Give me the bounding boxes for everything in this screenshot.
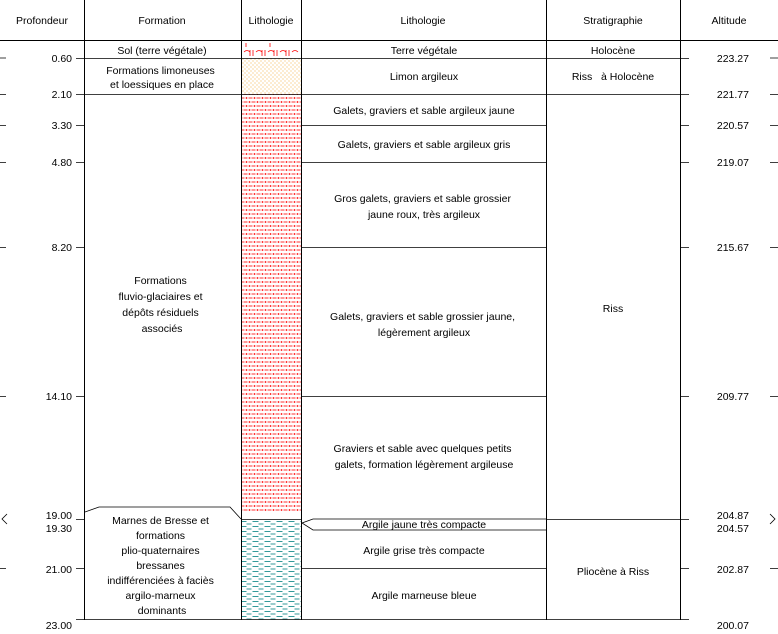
lithology-boundaries bbox=[301, 58, 546, 620]
lithology-desc: Galets, graviers et sable argileux gris bbox=[338, 139, 511, 151]
stratigraphy-riss-holocene: Riss à Holocène bbox=[572, 71, 654, 83]
altitude-label: 219.07 bbox=[717, 157, 749, 169]
depth-label: 23.00 bbox=[46, 620, 72, 632]
altitude-label: 220.57 bbox=[717, 120, 749, 132]
depth-label: 21.00 bbox=[46, 564, 72, 576]
lithology-desc: Gros galets, graviers et sable grossier … bbox=[334, 193, 514, 221]
stratigraphy-texts: Holocène Riss à Holocène Riss Pliocène à… bbox=[572, 45, 654, 578]
lithology-desc: Argile jaune très compacte bbox=[362, 519, 486, 531]
lithology-desc: Galets, graviers et sable argileux jaune bbox=[333, 105, 515, 117]
depth-label: 19.30 bbox=[46, 523, 72, 535]
lithology-desc: Graviers et sable avec quelques petits g… bbox=[334, 443, 515, 471]
depth-label: 8.20 bbox=[52, 242, 73, 254]
altitude-ticks bbox=[681, 57, 778, 620]
stratigraphy-boundaries bbox=[547, 58, 680, 620]
altitude-label: 204.57 bbox=[717, 523, 749, 535]
header-lithology-pattern: Lithologie bbox=[249, 15, 294, 27]
lithology-desc: Argile marneuse bleue bbox=[371, 590, 476, 602]
lithology-desc: Argile grise très compacte bbox=[363, 545, 485, 557]
clay-pattern bbox=[242, 520, 301, 620]
header-formation: Formation bbox=[138, 15, 185, 27]
header-stratigraphy: Stratigraphie bbox=[583, 15, 643, 27]
depth-label: 19.00 bbox=[46, 510, 72, 522]
depth-labels: 0.60 2.10 3.30 4.80 8.20 14.10 19.00 19.… bbox=[46, 53, 72, 632]
formation-fluvioglacial: Formations fluvio-glaciaires et dépôts r… bbox=[119, 275, 206, 335]
formation-texts: Sol (terre végétale) Formations limoneus… bbox=[106, 45, 217, 617]
depth-label: 0.60 bbox=[52, 53, 73, 65]
loess-pattern bbox=[242, 58, 301, 94]
altitude-label: 223.27 bbox=[717, 53, 749, 65]
depth-label: 2.10 bbox=[52, 89, 73, 101]
lithology-desc: Terre végétale bbox=[391, 45, 458, 57]
formation-boundaries bbox=[84, 58, 242, 620]
formation-soil: Sol (terre végétale) bbox=[117, 45, 206, 57]
depth-label: 4.80 bbox=[52, 157, 73, 169]
lithology-texts: Terre végétale Limon argileux Galets, gr… bbox=[330, 45, 518, 602]
depth-label: 14.10 bbox=[46, 391, 72, 403]
formation-loess: Formations limoneuses et loessiques en p… bbox=[106, 65, 217, 91]
altitude-label: 200.07 bbox=[717, 620, 749, 632]
lithology-desc: Galets, graviers et sable grossier jaune… bbox=[330, 311, 518, 339]
stratigraphy-riss: Riss bbox=[603, 303, 623, 315]
stratigraphy-pliocene-riss: Pliocène à Riss bbox=[577, 566, 649, 578]
altitude-label: 221.77 bbox=[717, 89, 749, 101]
depth-ticks bbox=[0, 57, 84, 620]
altitude-label: 204.87 bbox=[717, 510, 749, 522]
altitude-label: 215.67 bbox=[717, 242, 749, 254]
altitude-labels: 223.27 221.77 220.57 219.07 215.67 209.7… bbox=[717, 53, 749, 632]
formation-marnes-bresse: Marnes de Bresse et formations plio-quat… bbox=[107, 515, 217, 617]
altitude-label: 209.77 bbox=[717, 391, 749, 403]
stratigraphy-holocene: Holocène bbox=[591, 45, 636, 57]
lithology-desc: Limon argileux bbox=[390, 71, 459, 83]
soil-pattern bbox=[242, 42, 301, 58]
table-frame bbox=[0, 0, 778, 620]
gravel-pattern bbox=[242, 94, 301, 512]
column-headers: Profondeur Formation Lithologie Litholog… bbox=[16, 15, 747, 27]
header-depth: Profondeur bbox=[16, 15, 68, 27]
altitude-label: 202.87 bbox=[717, 564, 749, 576]
header-lithology: Lithologie bbox=[401, 15, 446, 27]
header-altitude: Altitude bbox=[711, 15, 746, 27]
lithology-pattern-column bbox=[242, 42, 301, 620]
depth-label: 3.30 bbox=[52, 120, 73, 132]
soil-pattern-glyphs bbox=[243, 43, 299, 56]
